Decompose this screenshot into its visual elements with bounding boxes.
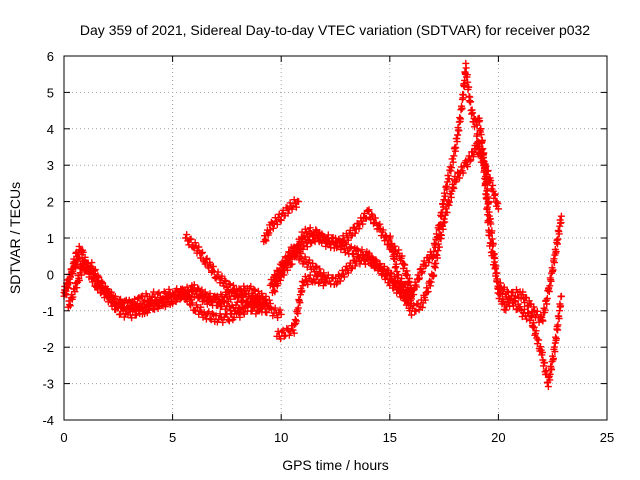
y-tick-label: -2 (42, 340, 54, 355)
data-points (60, 59, 565, 391)
point-markers-trace-k (397, 59, 565, 391)
chart-title: Day 359 of 2021, Sidereal Day-to-day VTE… (80, 22, 590, 38)
y-axis-ticks: -4 -3 -2 -1 0 1 2 3 4 5 6 (42, 49, 607, 428)
y-tick-label: 2 (47, 195, 54, 210)
series-trace-k (397, 59, 565, 391)
y-tick-label: 0 (47, 267, 54, 282)
series-trace-l (473, 130, 565, 326)
point-markers-trace-j (386, 139, 502, 319)
y-tick-label: -4 (42, 413, 54, 428)
x-tick-label: 20 (491, 430, 505, 445)
y-tick-label: -1 (42, 304, 54, 319)
series-trace-i (273, 271, 329, 343)
y-tick-label: 3 (47, 158, 54, 173)
point-markers-trace-d (182, 231, 285, 321)
series-trace-j (386, 139, 502, 319)
point-markers-trace-l (473, 130, 565, 326)
point-markers-trace-i (273, 271, 329, 343)
y-tick-label: 6 (47, 49, 54, 64)
point-markers-trace-e (260, 196, 303, 246)
x-axis-ticks: 0 5 10 15 20 25 (60, 56, 614, 445)
y-tick-label: 5 (47, 85, 54, 100)
y-tick-label: -3 (42, 377, 54, 392)
series-trace-e (260, 196, 303, 246)
x-tick-label: 0 (60, 430, 67, 445)
y-axis-label: SDTVAR / TECUs (7, 182, 23, 294)
x-tick-label: 15 (383, 430, 397, 445)
x-tick-label: 25 (600, 430, 614, 445)
x-tick-label: 10 (274, 430, 288, 445)
y-tick-label: 1 (47, 231, 54, 246)
x-axis-label: GPS time / hours (282, 457, 389, 473)
y-tick-label: 4 (47, 122, 54, 137)
x-tick-label: 5 (169, 430, 176, 445)
series-trace-d (182, 231, 285, 321)
